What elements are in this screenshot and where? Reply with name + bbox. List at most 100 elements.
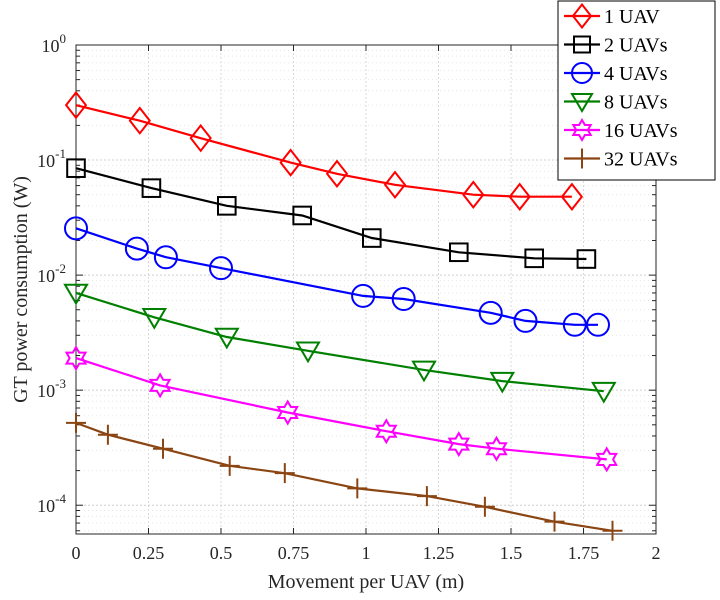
data-point — [375, 418, 398, 445]
series-line — [75, 227, 598, 326]
data-point — [544, 511, 565, 532]
y-tick-label: 10-2 — [37, 261, 66, 286]
x-tick-label: 0.25 — [133, 543, 165, 563]
series-2-uavs — [66, 158, 597, 269]
data-point — [214, 327, 240, 350]
legend-label: 1 UAV — [604, 6, 660, 28]
x-tick-label: 1.25 — [423, 543, 455, 563]
data-point — [462, 180, 485, 209]
data-point — [128, 106, 151, 135]
data-point — [489, 371, 516, 394]
data-point — [602, 520, 623, 541]
data-point — [141, 308, 168, 330]
data-point — [63, 283, 89, 306]
legend-label: 16 UAVs — [604, 120, 678, 142]
legend-marker — [573, 35, 591, 54]
data-point — [66, 158, 86, 178]
data-point — [276, 399, 299, 426]
y-tick-label: 10-3 — [37, 376, 66, 401]
data-point — [217, 196, 237, 216]
series-line — [75, 167, 587, 261]
x-tick-label: 0 — [72, 543, 81, 563]
legend-label: 2 UAVs — [604, 35, 668, 57]
legend-item: 4 UAVs — [564, 62, 668, 85]
legend-item: 32 UAVs — [564, 148, 678, 171]
data-point — [141, 178, 162, 198]
data-point — [508, 182, 531, 212]
data-point — [474, 496, 495, 517]
data-point — [524, 248, 545, 269]
data-point — [325, 159, 349, 189]
data-point — [391, 287, 416, 312]
series-line — [75, 421, 613, 532]
data-point — [447, 431, 471, 458]
data-point — [219, 455, 240, 476]
legend-item: 8 UAVs — [564, 92, 668, 114]
data-point — [383, 170, 407, 200]
x-tick-label: 1.75 — [568, 543, 600, 563]
series-4-uavs — [64, 216, 610, 337]
data-point — [562, 312, 587, 337]
data-point — [189, 123, 212, 153]
data-point — [351, 283, 376, 308]
y-tick-label: 100 — [42, 31, 67, 56]
data-point — [416, 486, 437, 507]
legend-marker — [570, 93, 594, 113]
data-point — [66, 412, 86, 433]
data-point — [576, 249, 597, 269]
x-tick-label: 1 — [362, 543, 371, 563]
data-point — [64, 90, 88, 120]
grid — [75, 44, 657, 534]
data-point — [97, 424, 118, 445]
legend: 1 UAV 2 UAVs 4 UAVs 8 UAVs 16 UAVs 32 UAVs — [557, 0, 716, 181]
data-point — [591, 381, 617, 404]
x-tick-label: 1.5 — [500, 543, 523, 563]
data-point — [478, 300, 503, 325]
data-point — [279, 148, 302, 177]
legend-item: 1 UAV — [564, 2, 660, 30]
legend-label: 8 UAVs — [604, 92, 668, 114]
data-point — [347, 478, 368, 499]
series-16-uavs — [64, 345, 618, 473]
data-point — [148, 372, 172, 399]
data-point — [595, 446, 618, 473]
series-32-uavs — [66, 412, 623, 541]
legend-box — [557, 0, 716, 181]
series-line — [75, 104, 572, 198]
data-point — [560, 182, 584, 212]
x-tick-label: 0.75 — [278, 543, 310, 563]
data-point — [586, 312, 610, 337]
series-line — [75, 357, 607, 461]
data-point — [362, 228, 382, 248]
series-8-uavs — [63, 283, 617, 404]
data-point — [64, 345, 88, 372]
data-point — [209, 256, 233, 281]
legend-item: 16 UAVs — [564, 118, 678, 142]
series-line — [75, 291, 604, 393]
legend-item: 2 UAVs — [564, 35, 668, 57]
data-point — [295, 341, 321, 364]
data-point — [485, 435, 508, 462]
data-point — [292, 205, 312, 226]
legend-label: 4 UAVs — [604, 63, 668, 85]
legend-marker — [572, 148, 592, 169]
series-1-uav — [64, 90, 584, 212]
x-tick-label: 2 — [652, 543, 661, 563]
data-point — [274, 463, 295, 484]
data-point — [449, 242, 469, 263]
y-tick-label: 10-4 — [37, 491, 66, 516]
legend-marker — [571, 118, 593, 142]
x-axis-ticks: 0 0.25 0.5 0.75 1 1.25 1.5 1.75 2 — [72, 45, 661, 563]
y-tick-label: 10-1 — [37, 146, 66, 171]
data-point — [64, 216, 88, 241]
series-group — [63, 90, 623, 541]
legend-marker — [571, 62, 593, 84]
x-tick-label: 0.5 — [210, 543, 233, 563]
x-axis-label: Movement per UAV (m) — [268, 571, 464, 593]
data-point — [411, 360, 437, 383]
legend-marker — [571, 2, 593, 30]
data-point — [153, 438, 173, 459]
legend-label: 32 UAVs — [604, 149, 678, 171]
y-axis-label: GT power consumption (W) — [10, 176, 32, 403]
